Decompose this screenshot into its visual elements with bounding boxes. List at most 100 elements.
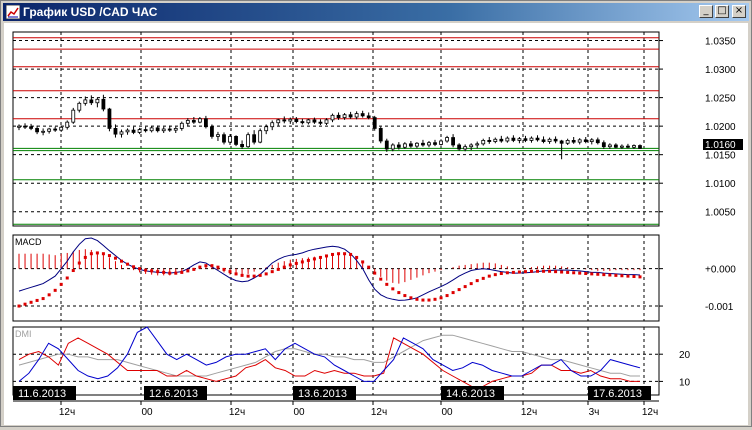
- candle: [535, 135, 540, 142]
- candle-body: [535, 137, 540, 141]
- candle-body: [246, 134, 251, 148]
- candle-body: [547, 138, 552, 142]
- signal-dot: [626, 274, 630, 278]
- candle-body: [396, 144, 401, 148]
- candle: [204, 115, 208, 129]
- current-price-box: 1.0160: [703, 139, 743, 151]
- candle: [451, 134, 455, 148]
- candle: [559, 139, 564, 160]
- signal-dot: [29, 300, 33, 304]
- candle: [143, 126, 148, 133]
- candle: [415, 142, 419, 149]
- candle-body: [583, 139, 588, 142]
- candle-body: [59, 126, 64, 131]
- time-tick-label: 00: [441, 407, 453, 418]
- date-label: 11.6.2013: [13, 386, 76, 400]
- signal-dot: [95, 251, 99, 255]
- candle-body: [384, 140, 389, 150]
- candle-body: [210, 126, 214, 137]
- candle: [336, 112, 341, 120]
- signal-dot: [517, 270, 521, 274]
- maximize-button[interactable]: □: [715, 5, 729, 18]
- candle: [511, 135, 516, 143]
- price-levels: [13, 37, 659, 225]
- candle: [228, 134, 232, 145]
- candle-body: [378, 128, 383, 142]
- candle-body: [481, 140, 486, 145]
- signal-dot: [584, 272, 588, 276]
- candle-body: [632, 145, 636, 148]
- signal-dot: [246, 274, 250, 278]
- candle-body: [53, 128, 58, 131]
- candle-body: [463, 146, 468, 150]
- candle: [342, 113, 347, 120]
- macd-lines: [17, 237, 642, 308]
- candle: [632, 144, 636, 149]
- candle-body: [294, 118, 299, 122]
- candle: [571, 136, 576, 144]
- candle-body: [173, 128, 178, 131]
- signal-dot: [638, 275, 642, 279]
- signal-dot: [119, 259, 123, 263]
- candle: [378, 126, 383, 144]
- candle-body: [191, 120, 196, 123]
- candle: [83, 96, 88, 106]
- chart-canvas[interactable]: 1.0350 1.0300 1.0250 1.0200 1.0150 1.0100 1.00…: [4, 23, 748, 425]
- signal-dot: [487, 274, 491, 278]
- signal-dot: [264, 272, 268, 276]
- candle: [155, 125, 160, 133]
- signal-dot: [427, 298, 431, 302]
- candle-body: [620, 145, 624, 148]
- dmi-title: DMI: [15, 329, 32, 339]
- close-button[interactable]: ×: [732, 5, 746, 18]
- candle: [276, 118, 281, 126]
- signal-dot: [355, 255, 359, 259]
- candle-body: [228, 136, 232, 143]
- signal-dot: [572, 271, 576, 275]
- signal-dot: [367, 265, 371, 269]
- price-tick-label: 1.0150: [705, 151, 736, 162]
- candle-body: [306, 119, 311, 124]
- price-tick-label: 1.0100: [705, 179, 736, 190]
- signal-dot: [216, 265, 220, 269]
- date-label-text: 17.6.2013: [593, 388, 642, 400]
- signal-dot: [101, 252, 105, 256]
- signal-dot: [77, 261, 81, 265]
- chart-area[interactable]: 1.0350 1.0300 1.0250 1.0200 1.0150 1.0100 1.00…: [4, 23, 748, 425]
- candle-body: [601, 142, 606, 148]
- signal-dot: [337, 252, 341, 256]
- minimize-button[interactable]: _: [699, 5, 713, 18]
- minimize-icon: _: [703, 5, 709, 16]
- candle-body: [499, 138, 504, 142]
- candle: [252, 130, 257, 145]
- date-label: 13.6.2013: [293, 386, 356, 400]
- candle-body: [427, 142, 431, 146]
- candle: [324, 118, 329, 126]
- time-tick-label: 3ч: [589, 407, 600, 418]
- title-bar[interactable]: График USD /CAD ЧАС _ □ ×: [3, 3, 749, 21]
- candle-body: [288, 118, 293, 122]
- candle-body: [439, 140, 443, 145]
- candle: [246, 132, 251, 148]
- candle-body: [565, 140, 570, 144]
- signal-dot: [59, 282, 63, 286]
- candle: [577, 138, 582, 145]
- window-title: График USD /CAD ЧАС: [23, 5, 158, 19]
- date-label: 14.6.2013: [441, 386, 504, 400]
- candle-body: [348, 114, 353, 118]
- candle: [167, 125, 172, 132]
- candle-body: [258, 130, 263, 143]
- candle-body: [577, 139, 582, 143]
- time-axis: 12ч 00 12ч 00 12ч 00 12ч 3ч 12ч: [13, 400, 659, 418]
- time-tick-label: 12ч: [642, 407, 658, 418]
- candle-body: [312, 119, 317, 123]
- candle: [469, 143, 474, 151]
- signal-dot: [156, 270, 160, 274]
- candle: [59, 125, 64, 132]
- candle-body: [433, 142, 437, 145]
- candle: [475, 141, 480, 149]
- candle: [288, 117, 293, 124]
- signal-dot: [83, 255, 87, 259]
- candle: [638, 144, 642, 149]
